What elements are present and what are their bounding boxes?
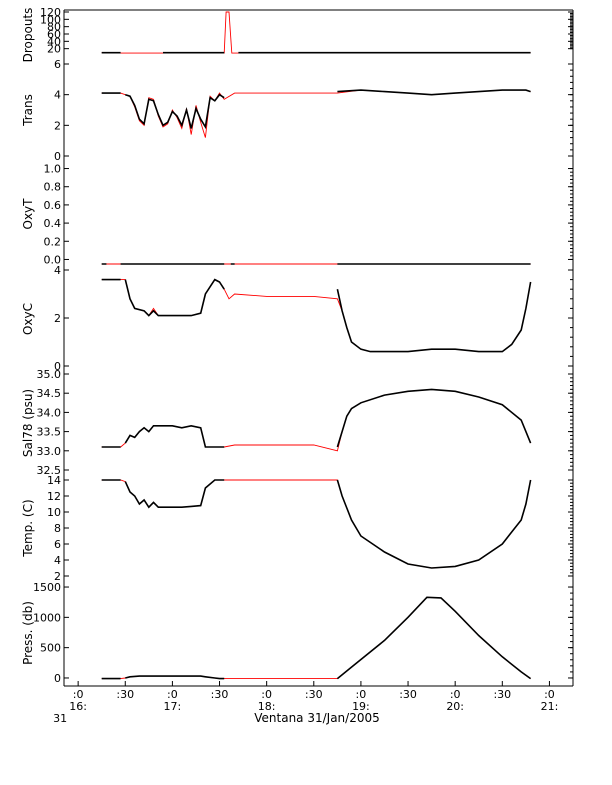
y-tick-label: 14 — [47, 474, 61, 487]
y-tick-label: 40 — [47, 35, 61, 48]
series-raw-line — [101, 479, 532, 569]
y-axis-label: Trans — [21, 94, 35, 127]
y-tick-label: 0 — [54, 672, 61, 685]
x-tick-label: :30 — [116, 688, 134, 701]
y-axis-label: Dropouts — [21, 8, 35, 63]
y-tick-label: 6 — [54, 58, 61, 71]
y-tick-label: 35.0 — [37, 368, 62, 381]
y-tick-label: 100 — [40, 13, 61, 26]
y-tick-label: 10 — [47, 506, 61, 519]
y-tick-label: 4 — [54, 89, 61, 102]
y-tick-label: 0.0 — [44, 253, 62, 266]
panel-6: 0 500 1000 1500 Press. (db) — [21, 580, 574, 686]
panel-2: 0.0 0.2 0.4 0.6 0.8 1.0 OxyT — [21, 160, 574, 268]
y-tick-label: 0 — [54, 360, 61, 373]
x-tick-label: :0 — [544, 688, 555, 701]
x-tick-label: :0 — [261, 688, 272, 701]
panel-1: 0 2 4 6 Trans — [21, 58, 574, 163]
y-tick-label: 4 — [54, 264, 61, 277]
y-tick-label: 60 — [47, 28, 61, 41]
series-raw-line — [101, 596, 531, 680]
y-tick-label: 1.0 — [44, 163, 62, 176]
y-tick-label: 80 — [47, 21, 61, 34]
x-tick-label: :30 — [305, 688, 323, 701]
x-tick-label: :0 — [450, 688, 461, 701]
series-raw-line — [101, 388, 532, 452]
y-tick-label: 1500 — [33, 581, 61, 594]
x-tick-label: :30 — [493, 688, 511, 701]
panels-group: 20406080100120Dropouts0246Trans0.00.20.4… — [21, 6, 574, 686]
y-axis-label: Sal78 (psu) — [21, 389, 35, 457]
y-tick-label: 2 — [54, 570, 61, 583]
series-smoothed-line — [101, 479, 532, 569]
x-tick-hour-label: 18: — [258, 700, 276, 713]
series-smoothed-line — [101, 596, 532, 680]
y-tick-label: 2 — [54, 119, 61, 132]
x-tick-label: :0 — [356, 688, 367, 701]
y-tick-label: 0 — [54, 150, 61, 163]
x-tick-label: :30 — [399, 688, 417, 701]
series-raw-line — [101, 11, 531, 54]
y-tick-label: 4 — [54, 554, 61, 567]
x-tick-hour-label: 19: — [352, 700, 370, 713]
y-tick-label: 33.5 — [37, 426, 62, 439]
y-tick-label: 2 — [54, 312, 61, 325]
chart-title: Ventana 31/Jan/2005 — [254, 711, 380, 725]
x-tick-label: :0 — [73, 688, 84, 701]
series-smoothed-line — [101, 278, 532, 353]
panel-3: 0 2 4 OxyC — [21, 264, 574, 373]
series-smoothed-line — [101, 89, 531, 130]
y-tick-label: 1000 — [33, 611, 61, 624]
x-tick-hour-label: 20: — [446, 700, 464, 713]
y-axis-label: Temp. (C) — [21, 499, 35, 557]
x-day-label: 31 — [53, 712, 67, 725]
y-tick-label: 0.4 — [44, 217, 62, 230]
y-tick-label: 12 — [47, 490, 61, 503]
panel-5: 2 4 6 8 10 12 14 Temp. (C) — [21, 474, 574, 583]
y-tick-label: 33.0 — [37, 445, 62, 458]
y-tick-label: 34.0 — [37, 406, 62, 419]
y-tick-label: 34.5 — [37, 387, 62, 400]
x-tick-hour-label: 17: — [164, 700, 182, 713]
y-tick-label: 120 — [40, 6, 61, 19]
y-tick-label: 0.8 — [44, 181, 62, 194]
x-tick-label: :30 — [211, 688, 229, 701]
y-tick-label: 32.5 — [37, 464, 62, 477]
series-raw-line — [101, 89, 531, 138]
x-tick-hour-label: 21: — [541, 700, 559, 713]
x-tick-label: :0 — [167, 688, 178, 701]
x-tick-hour-label: 16: — [69, 700, 87, 713]
series-smoothed-line — [101, 388, 532, 448]
y-tick-label: 8 — [54, 522, 61, 535]
y-axis-label: OxyT — [21, 198, 35, 230]
y-tick-label: 20 — [47, 43, 61, 56]
y-tick-label: 500 — [40, 642, 61, 655]
y-axis-label: Press. (db) — [21, 601, 35, 665]
x-axis: :016::30:017::30:018::30:019::30:020::30… — [53, 681, 573, 725]
y-tick-label: 6 — [54, 538, 61, 551]
y-axis-label: OxyC — [21, 303, 35, 335]
y-tick-label: 0.6 — [44, 199, 62, 212]
y-tick-label: 0.2 — [44, 235, 62, 248]
